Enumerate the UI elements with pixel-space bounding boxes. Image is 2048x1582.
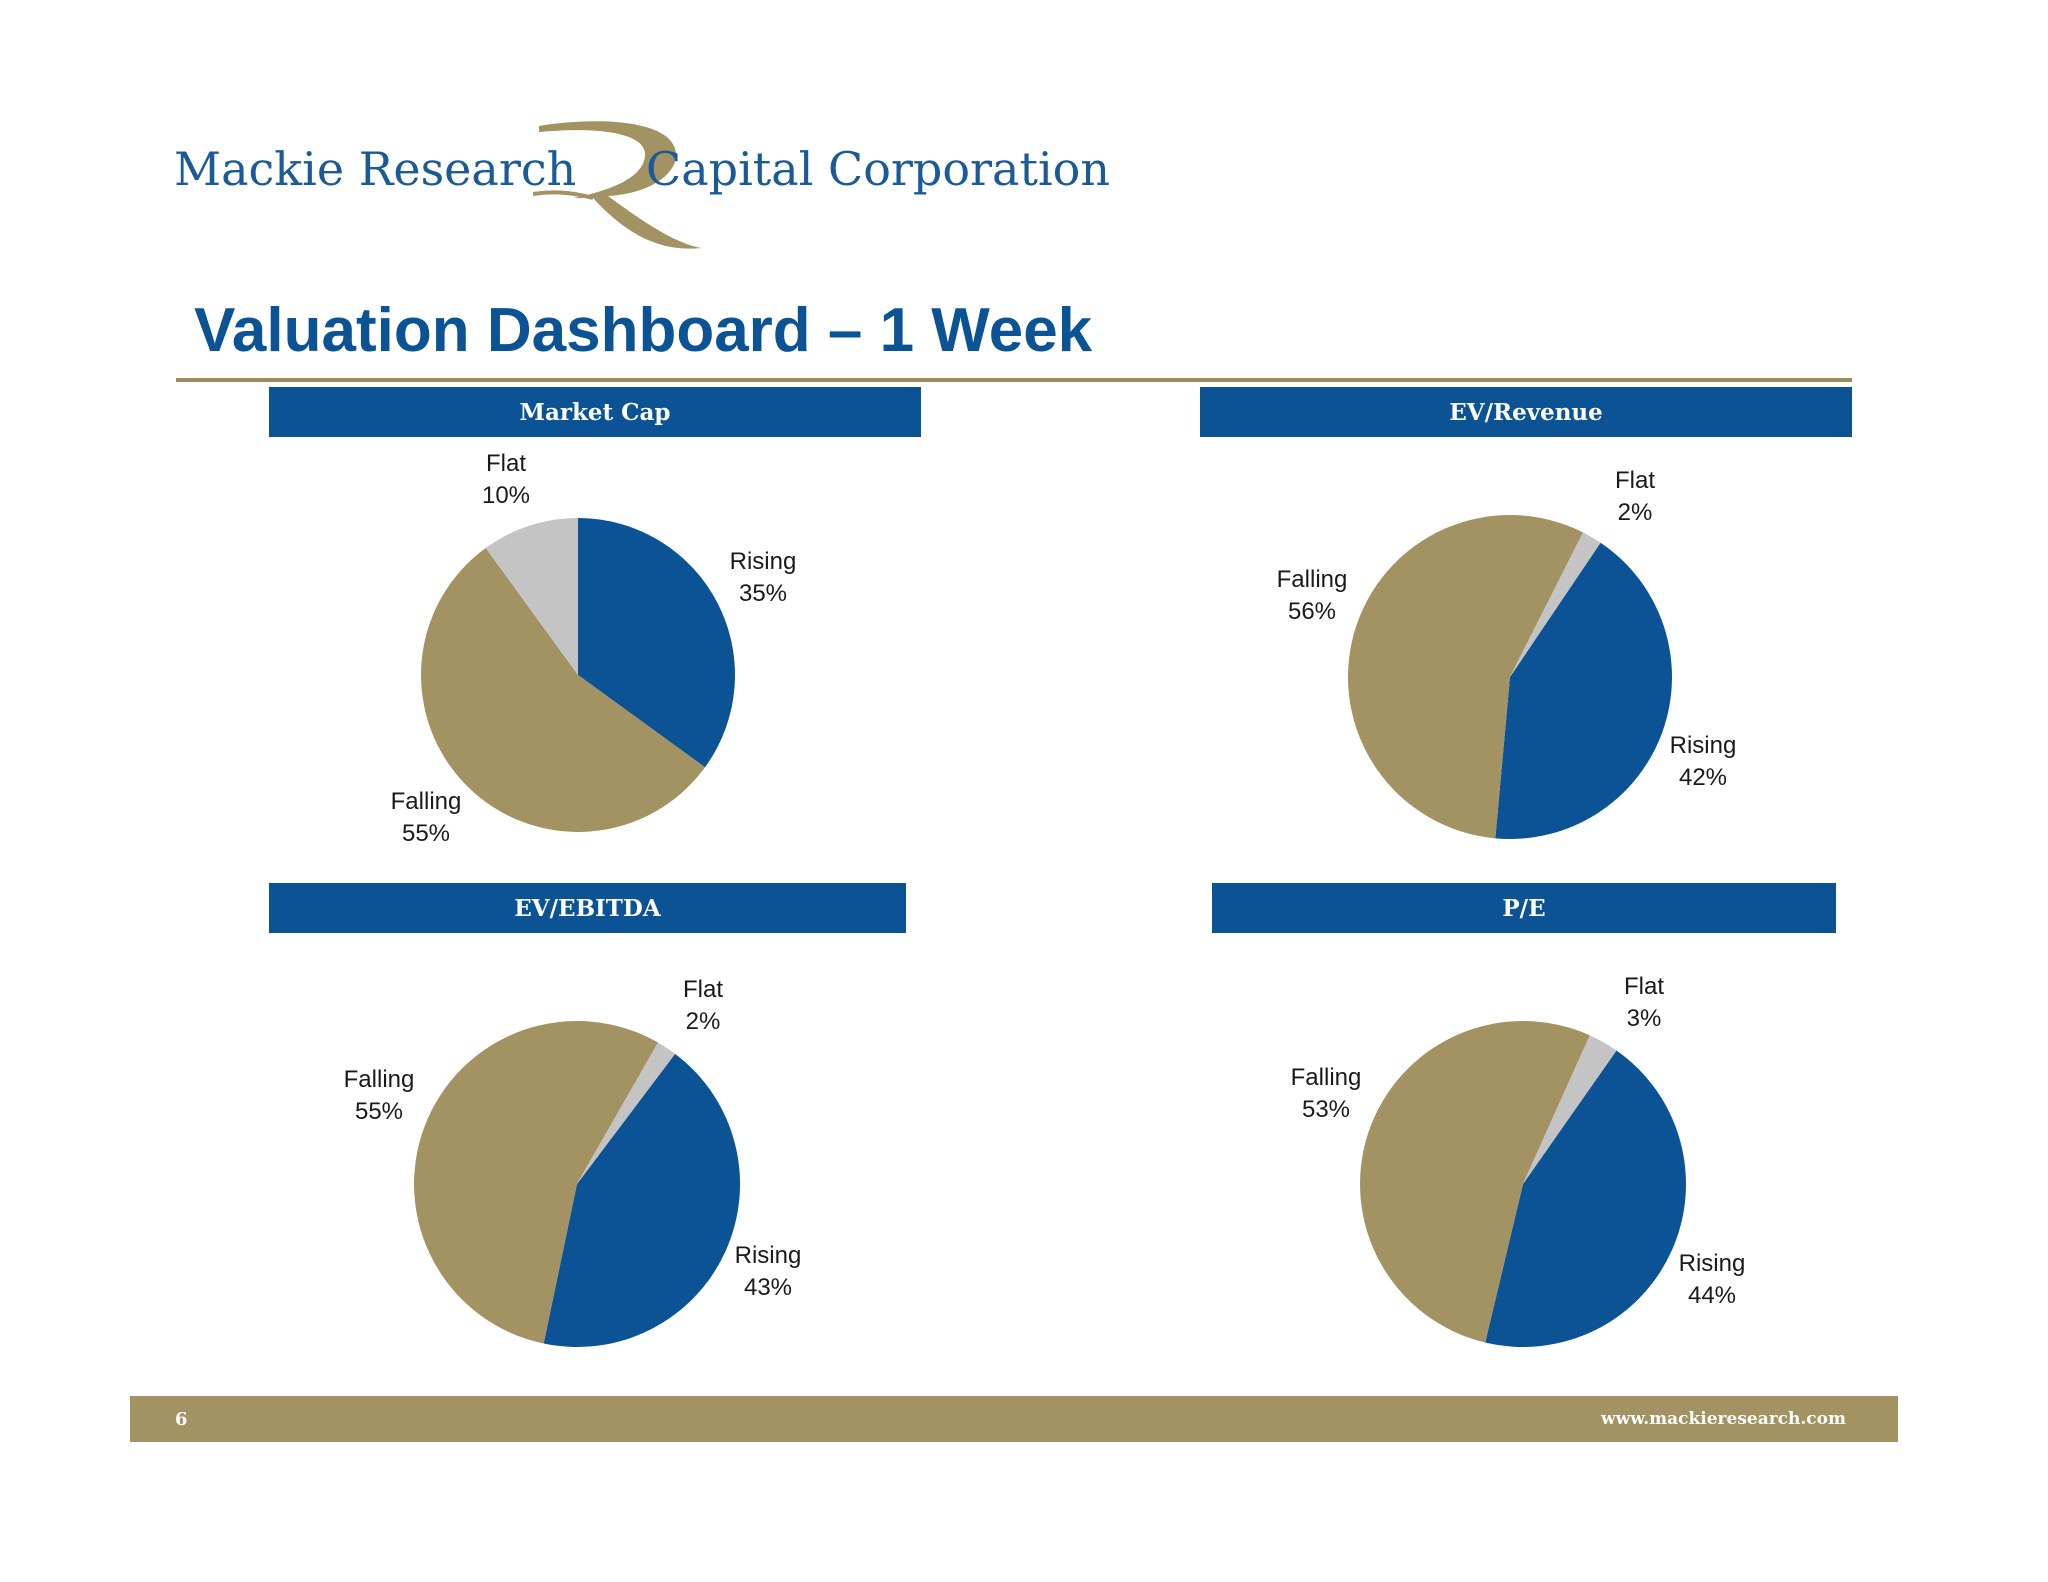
pie-slice-flat	[577, 1042, 676, 1184]
slice-value-falling: 55%	[402, 820, 450, 847]
pie-slice-flat	[1523, 1035, 1617, 1184]
slice-label-flat: Flat	[1615, 467, 1655, 494]
pie-slice-falling	[1360, 1020, 1590, 1343]
slice-label-falling: Falling	[344, 1066, 415, 1093]
pie-slice-falling	[1347, 514, 1584, 839]
slice-value-flat: 2%	[686, 1008, 721, 1035]
slice-value-flat: 2%	[1618, 499, 1653, 526]
pie-slice-flat	[1510, 532, 1601, 677]
footer-bar: 6 www.mackieresearch.com	[130, 1396, 1898, 1442]
logo-name-right: Capital Corporation	[646, 142, 1110, 196]
pie-slice-rising	[543, 1053, 741, 1348]
page-number: 6	[175, 1409, 188, 1430]
slice-label-rising: Rising	[1670, 732, 1737, 759]
chart-header-ev-ebitda: EV/EBITDA	[269, 883, 906, 933]
slice-value-falling: 56%	[1288, 598, 1336, 625]
slice-label-flat: Flat	[683, 976, 723, 1003]
pie-slice-falling	[421, 547, 706, 832]
slice-label-rising: Rising	[1679, 1250, 1746, 1277]
slice-value-flat: 3%	[1627, 1005, 1662, 1032]
logo-name-left: Mackie Research	[174, 142, 577, 196]
chart-header-market-cap: Market Cap	[269, 387, 921, 437]
slice-value-falling: 53%	[1302, 1096, 1350, 1123]
slice-value-rising: 44%	[1688, 1282, 1736, 1309]
slice-label-rising: Rising	[730, 548, 797, 575]
slice-label-falling: Falling	[391, 788, 462, 815]
chart-header-ev-revenue: EV/Revenue	[1200, 387, 1852, 437]
logo-r-mark	[533, 121, 701, 249]
pie-chart-3: Rising 44% Falling 53% Flat 3%	[1291, 973, 1746, 1347]
pie-slice-rising	[1495, 542, 1672, 839]
slice-label-flat: Flat	[1624, 973, 1664, 1000]
pie-chart-2: Rising 43% Falling 55% Flat 2%	[344, 976, 802, 1348]
pie-slice-flat	[485, 517, 578, 675]
slice-value-flat: 10%	[482, 482, 530, 509]
chart-header-pe: P/E	[1212, 883, 1836, 933]
slice-label-flat: Flat	[486, 450, 526, 477]
pie-chart-1: Rising 42% Falling 56% Flat 2%	[1277, 467, 1737, 839]
title-divider	[176, 378, 1852, 382]
pie-slice-rising	[578, 518, 736, 768]
slice-value-falling: 55%	[355, 1098, 403, 1125]
slice-value-rising: 43%	[744, 1274, 792, 1301]
slice-value-rising: 42%	[1679, 764, 1727, 791]
pie-slice-falling	[414, 1021, 659, 1344]
slice-label-falling: Falling	[1291, 1064, 1362, 1091]
page-title: Valuation Dashboard – 1 Week	[194, 296, 1093, 365]
slice-value-rising: 35%	[739, 580, 787, 607]
footer-url: www.mackieresearch.com	[1601, 1409, 1846, 1429]
pie-slice-rising	[1485, 1050, 1686, 1347]
slice-label-falling: Falling	[1277, 566, 1348, 593]
pie-chart-0: Rising 35% Falling 55% Flat 10%	[391, 450, 797, 847]
slice-label-rising: Rising	[735, 1242, 802, 1269]
